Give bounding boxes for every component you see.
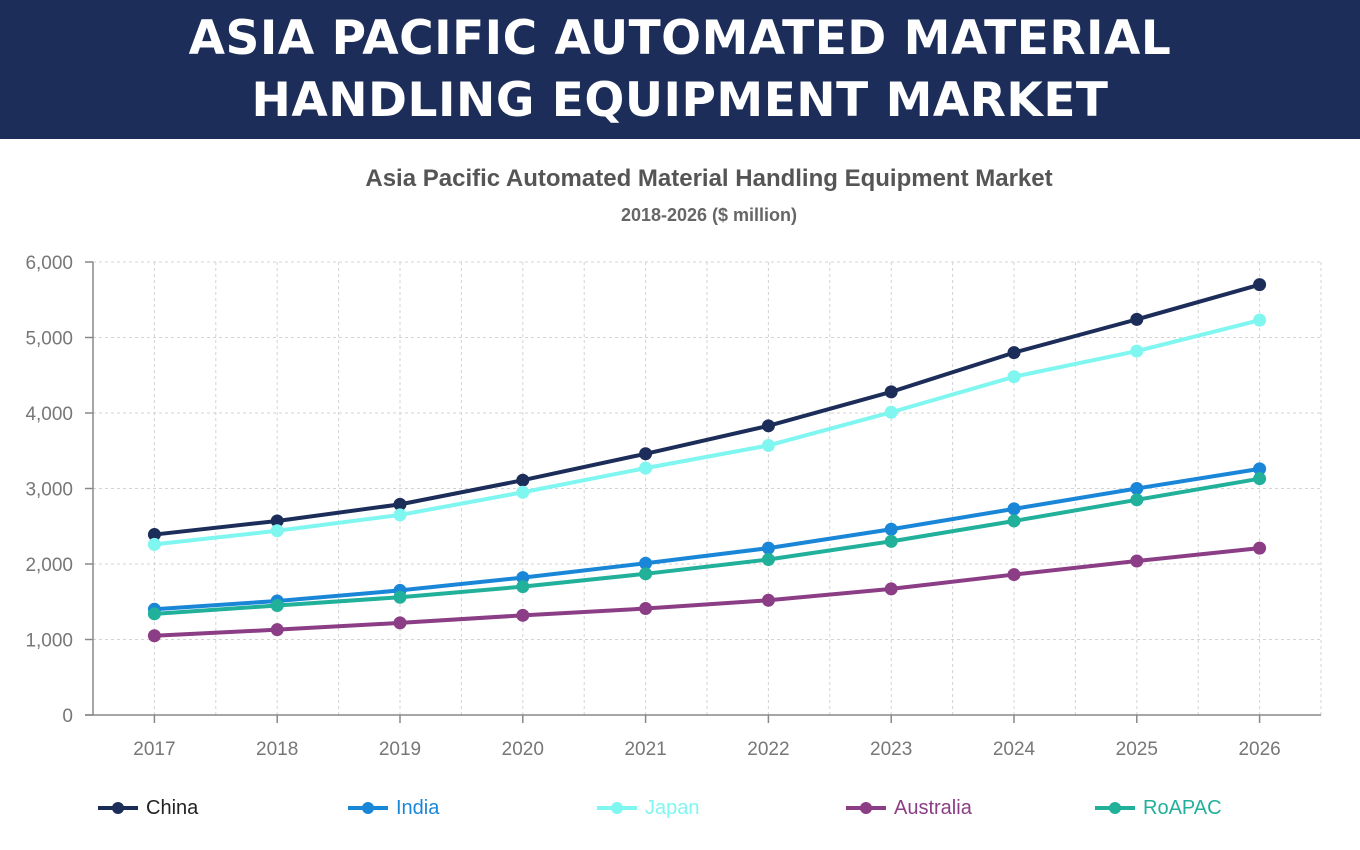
data-point-india [1253, 462, 1267, 476]
x-tick-label: 2026 [1238, 739, 1280, 760]
data-point-roapac [761, 552, 775, 566]
chart-subtitle: 2018-2026 ($ million) [620, 205, 798, 225]
data-point-japan [147, 537, 161, 551]
data-point-japan [1253, 313, 1267, 327]
data-point-roapac [1130, 493, 1144, 507]
legend-item-india[interactable]: India [348, 790, 439, 826]
legend-label-india: India [396, 796, 440, 819]
data-point-japan [1007, 370, 1021, 384]
series-line-china [154, 282, 1261, 537]
data-point-australia [1130, 554, 1144, 568]
x-tick-label: 2021 [624, 739, 666, 760]
page-banner: ASIA PACIFIC AUTOMATED MATERIAL HANDLING… [0, 0, 1360, 139]
data-point-japan [270, 524, 284, 538]
data-point-japan [516, 485, 530, 499]
legend-label-australia: Australia [894, 796, 972, 819]
data-point-roapac [270, 599, 284, 613]
data-point-roapac [516, 580, 530, 594]
legend-item-roapac[interactable]: RoAPAC [1095, 790, 1222, 826]
data-point-japan [1130, 344, 1144, 358]
x-tick-label: 2022 [747, 739, 789, 760]
legend-item-japan[interactable]: Japan [597, 790, 700, 826]
y-tick-label: 4,000 [25, 404, 73, 425]
x-tick-label: 2020 [502, 739, 544, 760]
x-tick-label: 2025 [1116, 739, 1158, 760]
y-tick-label: 2,000 [25, 555, 73, 576]
data-point-china [1253, 278, 1267, 292]
y-tick-label: 3,000 [25, 480, 73, 501]
series-line-roapac [154, 476, 1260, 616]
data-point-india [1130, 482, 1144, 495]
series-line-japan [154, 318, 1261, 547]
data-point-roapac [1253, 472, 1267, 486]
y-tick-label: 5,000 [25, 329, 73, 350]
data-point-china [516, 473, 530, 487]
legend-label-china: China [146, 796, 199, 819]
data-point-roapac [147, 607, 161, 621]
legend-swatch-china [98, 802, 138, 814]
data-point-roapac [393, 590, 407, 604]
data-point-china [270, 514, 284, 528]
x-tick-label: 2019 [379, 739, 421, 760]
series-line-australia [154, 546, 1260, 638]
data-point-india [761, 541, 775, 555]
data-point-india [1007, 502, 1021, 516]
x-tick-label: 2017 [133, 739, 175, 760]
y-tick-label: 0 [62, 706, 73, 727]
data-point-china [639, 447, 653, 461]
data-point-australia [884, 582, 898, 596]
data-point-japan [884, 405, 898, 419]
legend-item-australia[interactable]: Australia [846, 790, 972, 826]
legend-swatch-roapac [1095, 802, 1135, 814]
chart-legend: China India Japan Australia RoAPAC [0, 790, 1360, 826]
data-point-australia [147, 629, 161, 643]
data-point-australia [761, 593, 775, 607]
x-tick-label: 2018 [256, 739, 298, 760]
data-point-roapac [639, 567, 653, 581]
data-point-japan [639, 461, 653, 475]
data-point-japan [393, 508, 407, 522]
legend-swatch-australia [846, 802, 886, 814]
x-tick-label: 2024 [993, 739, 1036, 760]
x-tick-label: 2023 [870, 739, 912, 760]
data-point-china [1130, 312, 1144, 326]
legend-swatch-japan [597, 802, 637, 814]
data-point-australia [393, 616, 407, 630]
data-point-roapac [1007, 514, 1021, 528]
y-tick-label: 1,000 [25, 631, 73, 652]
data-point-china [147, 528, 161, 542]
legend-item-china[interactable]: China [98, 790, 198, 826]
data-point-china [761, 419, 775, 433]
data-point-china [884, 385, 898, 399]
y-tick-label: 6,000 [25, 253, 73, 274]
legend-label-japan: Japan [645, 796, 700, 819]
series-line-india [154, 466, 1260, 612]
data-point-australia [1007, 568, 1021, 582]
data-point-australia [639, 602, 653, 616]
page-title: ASIA PACIFIC AUTOMATED MATERIAL HANDLING… [188, 10, 1172, 128]
data-point-australia [270, 623, 284, 637]
legend-swatch-india [348, 802, 388, 814]
data-point-roapac [884, 534, 898, 548]
legend-label-roapac: RoAPAC [1143, 796, 1222, 819]
data-point-india [884, 522, 898, 536]
data-point-china [393, 497, 407, 511]
chart-title: Asia Pacific Automated Material Handling… [365, 165, 1053, 192]
data-point-australia [516, 608, 530, 622]
data-point-india [639, 556, 653, 570]
data-point-india [516, 571, 530, 585]
data-point-japan [761, 438, 775, 452]
data-point-australia [1253, 541, 1267, 555]
data-point-china [1007, 346, 1021, 360]
